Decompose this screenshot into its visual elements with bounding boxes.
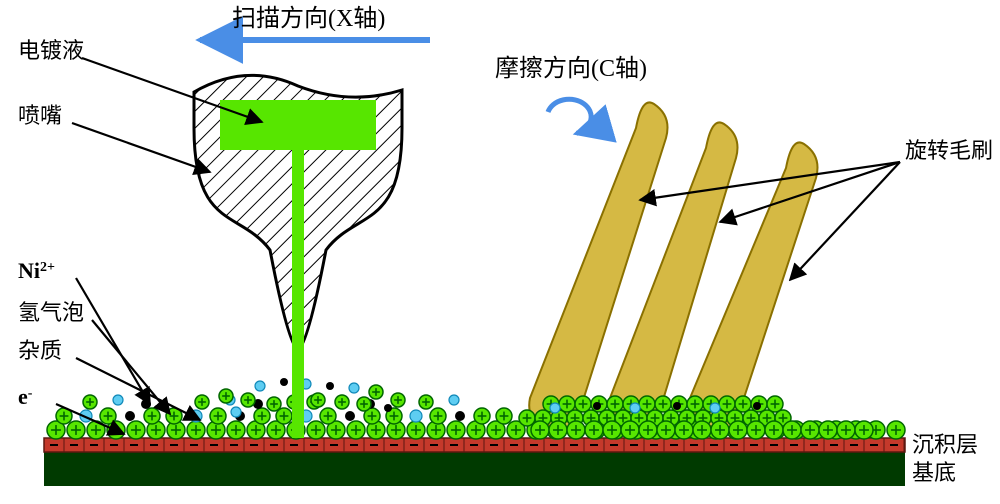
svg-text:e-: e- [18, 384, 33, 409]
svg-text:沉积层: 沉积层 [912, 432, 978, 457]
svg-text:扫描方向(X轴): 扫描方向(X轴) [232, 5, 385, 32]
process-diagram: 扫描方向(X轴) 摩擦方向(C轴) 电镀液喷嘴 Ni2+ 氢气泡杂质 e- 旋转毛刷沉积层基… [0, 0, 1000, 504]
svg-text:喷嘴: 喷嘴 [18, 103, 62, 128]
svg-text:杂质: 杂质 [18, 338, 62, 363]
svg-text:氢气泡: 氢气泡 [18, 300, 84, 325]
svg-text:Ni2+: Ni2+ [18, 258, 55, 283]
svg-text:电镀液: 电镀液 [18, 38, 84, 63]
svg-text:基底: 基底 [912, 460, 956, 485]
svg-text:旋转毛刷: 旋转毛刷 [905, 138, 993, 163]
svg-text:摩擦方向(C轴): 摩擦方向(C轴) [495, 55, 647, 82]
